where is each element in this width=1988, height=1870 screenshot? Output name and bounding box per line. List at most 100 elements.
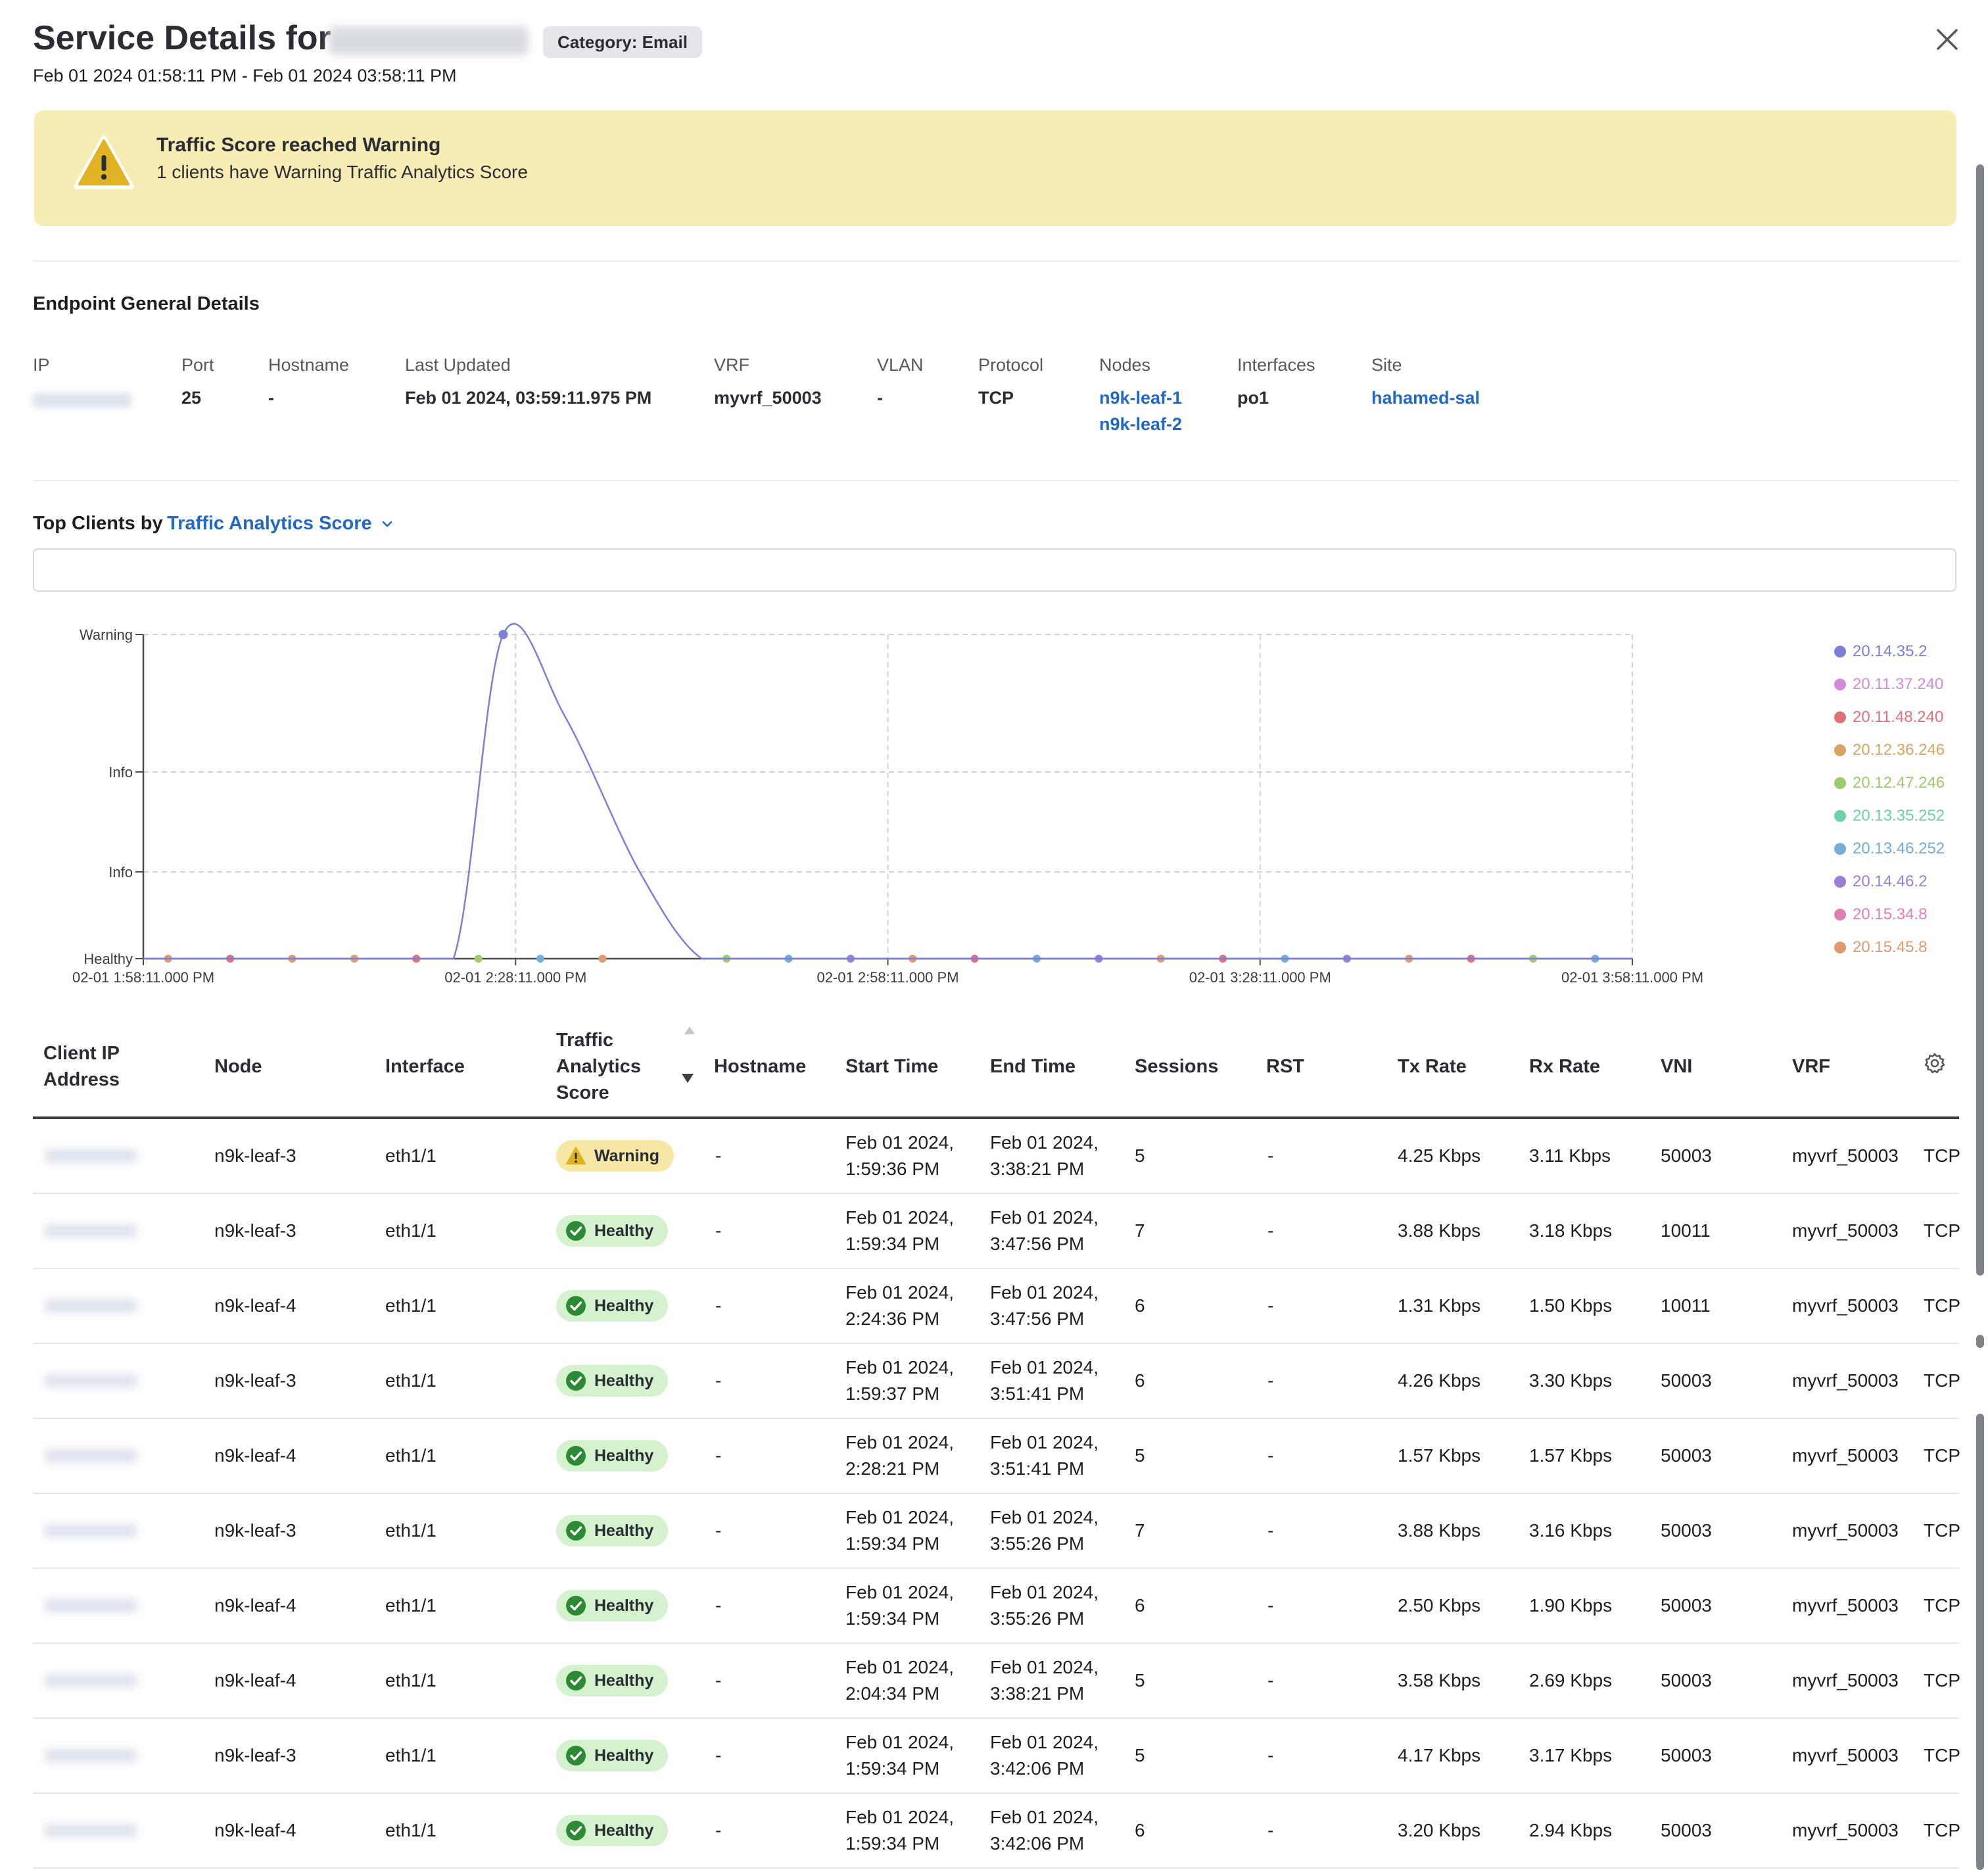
cell-hostname: - <box>715 1745 722 1765</box>
gear-icon[interactable] <box>1924 1052 1946 1074</box>
cell-start-time-line: 2:04:34 PM <box>845 1683 940 1704</box>
warning-triangle-icon <box>74 135 134 189</box>
ep-node-link[interactable]: n9k-leaf-1 <box>1099 388 1183 408</box>
legend-item[interactable]: 20.12.36.246 <box>1834 734 1945 767</box>
col-sessions[interactable]: Sessions <box>1135 1056 1219 1077</box>
cell-vni: 50003 <box>1661 1445 1712 1466</box>
table-row[interactable]: n9k-leaf-3 eth1/1 Healthy - Feb 01 2024, 1:59… <box>33 1719 1960 1794</box>
redacted-client-ip <box>45 1749 137 1762</box>
table-row[interactable]: n9k-leaf-4 eth1/1 Healthy - Feb 01 2024, 1:59… <box>33 1794 1960 1869</box>
legend-item[interactable]: 20.14.46.2 <box>1834 865 1945 898</box>
status-badge: Healthy <box>556 1440 669 1472</box>
col-rst[interactable]: RST <box>1266 1056 1304 1077</box>
close-icon[interactable] <box>1933 25 1962 54</box>
divider <box>33 480 1959 481</box>
cell-protocol: TCP <box>1924 1520 1960 1541</box>
redacted-client-ip <box>45 1224 137 1237</box>
status-badge: Healthy <box>556 1740 669 1771</box>
cell-start-time-line: Feb 01 2024, <box>845 1507 955 1527</box>
cell-vrf: myvrf_50003 <box>1792 1220 1899 1241</box>
legend-item[interactable]: 20.11.37.240 <box>1834 668 1945 701</box>
cell-rst: - <box>1267 1295 1274 1316</box>
ep-label-interfaces: Interfaces <box>1237 355 1315 375</box>
col-start-time[interactable]: Start Time <box>845 1056 939 1077</box>
cell-start-time-line: 1:59:34 PM <box>845 1833 940 1854</box>
scrollbar-thumb[interactable] <box>1976 1335 1984 1348</box>
legend-item[interactable]: 20.15.45.8 <box>1834 931 1945 964</box>
legend-item[interactable]: 20.13.35.252 <box>1834 800 1945 832</box>
warning-triangle-icon <box>566 1147 586 1164</box>
cell-start-time-line: 1:59:34 PM <box>845 1234 940 1254</box>
cell-hostname: - <box>715 1670 722 1690</box>
legend-item[interactable]: 20.14.35.2 <box>1834 635 1945 668</box>
filter-input[interactable] <box>33 548 1956 592</box>
table-row[interactable]: n9k-leaf-3 eth1/1 Healthy - Feb 01 2024, 1:59… <box>33 1194 1960 1269</box>
table-row[interactable]: n9k-leaf-4 eth1/1 Healthy - Feb 01 2024, 2:28… <box>33 1419 1960 1494</box>
scrollbar-thumb[interactable] <box>1976 1414 1984 1870</box>
table-row[interactable]: n9k-leaf-3 eth1/1 Warning - Feb 01 2024, 1:59… <box>33 1119 1960 1194</box>
cell-vni: 50003 <box>1661 1145 1712 1166</box>
sort-down-icon[interactable] <box>681 1073 694 1084</box>
col-score-line2: Analytics <box>556 1056 641 1077</box>
col-end-time[interactable]: End Time <box>990 1056 1076 1077</box>
cell-hostname: - <box>715 1145 722 1166</box>
legend-label: 20.13.46.252 <box>1853 840 1945 857</box>
col-tx-rate[interactable]: Tx Rate <box>1398 1056 1467 1077</box>
cell-end-time-line: Feb 01 2024, <box>990 1582 1099 1602</box>
y-tick-label: Warning <box>80 627 133 643</box>
col-node[interactable]: Node <box>214 1056 262 1077</box>
sort-up-icon[interactable] <box>684 1026 696 1035</box>
cell-end-time-line: 3:55:26 PM <box>990 1533 1085 1554</box>
cell-end-time-line: Feb 01 2024, <box>990 1657 1099 1677</box>
ep-site-link[interactable]: hahamed-sal <box>1371 388 1480 408</box>
col-client-ip[interactable]: Client IP Address <box>43 1040 120 1093</box>
table-row[interactable]: n9k-leaf-3 eth1/1 Healthy - Feb 01 2024, 1:59… <box>33 1344 1960 1419</box>
cell-rx-rate: 3.11 Kbps <box>1529 1145 1611 1166</box>
check-circle-icon <box>566 1746 586 1765</box>
cell-interface: eth1/1 <box>385 1445 437 1466</box>
legend-item[interactable]: 20.12.47.246 <box>1834 767 1945 800</box>
cell-vni: 10011 <box>1661 1295 1711 1316</box>
cell-start-time-line: 1:59:34 PM <box>845 1758 940 1779</box>
col-vni[interactable]: VNI <box>1661 1056 1693 1077</box>
table-row[interactable]: n9k-leaf-4 eth1/1 Healthy - Feb 01 2024, 2:24… <box>33 1269 1960 1344</box>
ep-label-protocol: Protocol <box>978 355 1044 375</box>
cell-end-time-line: Feb 01 2024, <box>990 1282 1099 1303</box>
col-interface[interactable]: Interface <box>385 1056 465 1077</box>
cell-rx-rate: 1.50 Kbps <box>1529 1295 1613 1316</box>
col-hostname[interactable]: Hostname <box>714 1056 807 1077</box>
cell-node: n9k-leaf-3 <box>214 1520 296 1541</box>
col-vrf[interactable]: VRF <box>1792 1056 1830 1077</box>
status-label: Healthy <box>594 1446 654 1465</box>
clients-table: Client IP Address Node Interface Traffic… <box>33 1018 1960 1869</box>
legend-item[interactable]: 20.11.48.240 <box>1834 701 1945 734</box>
score-dropdown[interactable]: Traffic Analytics Score <box>167 513 393 535</box>
ep-hostname: - <box>268 388 274 408</box>
cell-end-time-line: 3:55:26 PM <box>990 1608 1085 1629</box>
cell-end-time-line: 3:51:41 PM <box>990 1383 1085 1404</box>
ep-node-link[interactable]: n9k-leaf-2 <box>1099 414 1183 434</box>
col-rx-rate[interactable]: Rx Rate <box>1529 1056 1600 1077</box>
legend-label: 20.12.47.246 <box>1853 774 1945 792</box>
cell-tx-rate: 4.26 Kbps <box>1398 1370 1481 1391</box>
cell-node: n9k-leaf-4 <box>214 1820 296 1840</box>
cell-vni: 10011 <box>1661 1220 1711 1241</box>
table-row[interactable]: n9k-leaf-4 eth1/1 Healthy - Feb 01 2024, 1:59… <box>33 1569 1960 1644</box>
cell-protocol: TCP <box>1924 1820 1960 1840</box>
divider <box>33 260 1959 262</box>
redacted-client-ip <box>45 1374 137 1387</box>
status-badge: Healthy <box>556 1365 669 1397</box>
legend-item[interactable]: 20.15.34.8 <box>1834 898 1945 931</box>
x-tick-label: 02-01 2:28:11.000 PM <box>444 969 586 986</box>
x-tick-label: 02-01 2:58:11.000 PM <box>816 969 958 986</box>
table-row[interactable]: n9k-leaf-3 eth1/1 Healthy - Feb 01 2024, 1:59… <box>33 1494 1960 1569</box>
legend-item[interactable]: 20.13.46.252 <box>1834 832 1945 865</box>
redacted-client-ip <box>45 1299 137 1312</box>
cell-start-time-line: Feb 01 2024, <box>845 1282 955 1303</box>
table-row[interactable]: n9k-leaf-4 eth1/1 Healthy - Feb 01 2024, 2:04… <box>33 1644 1960 1719</box>
cell-protocol: TCP <box>1924 1295 1960 1316</box>
cell-start-time-line: 2:24:36 PM <box>845 1308 940 1329</box>
cell-rst: - <box>1267 1670 1274 1690</box>
scrollbar-thumb[interactable] <box>1976 164 1984 1276</box>
col-score[interactable]: Traffic Analytics Score <box>556 1027 641 1106</box>
